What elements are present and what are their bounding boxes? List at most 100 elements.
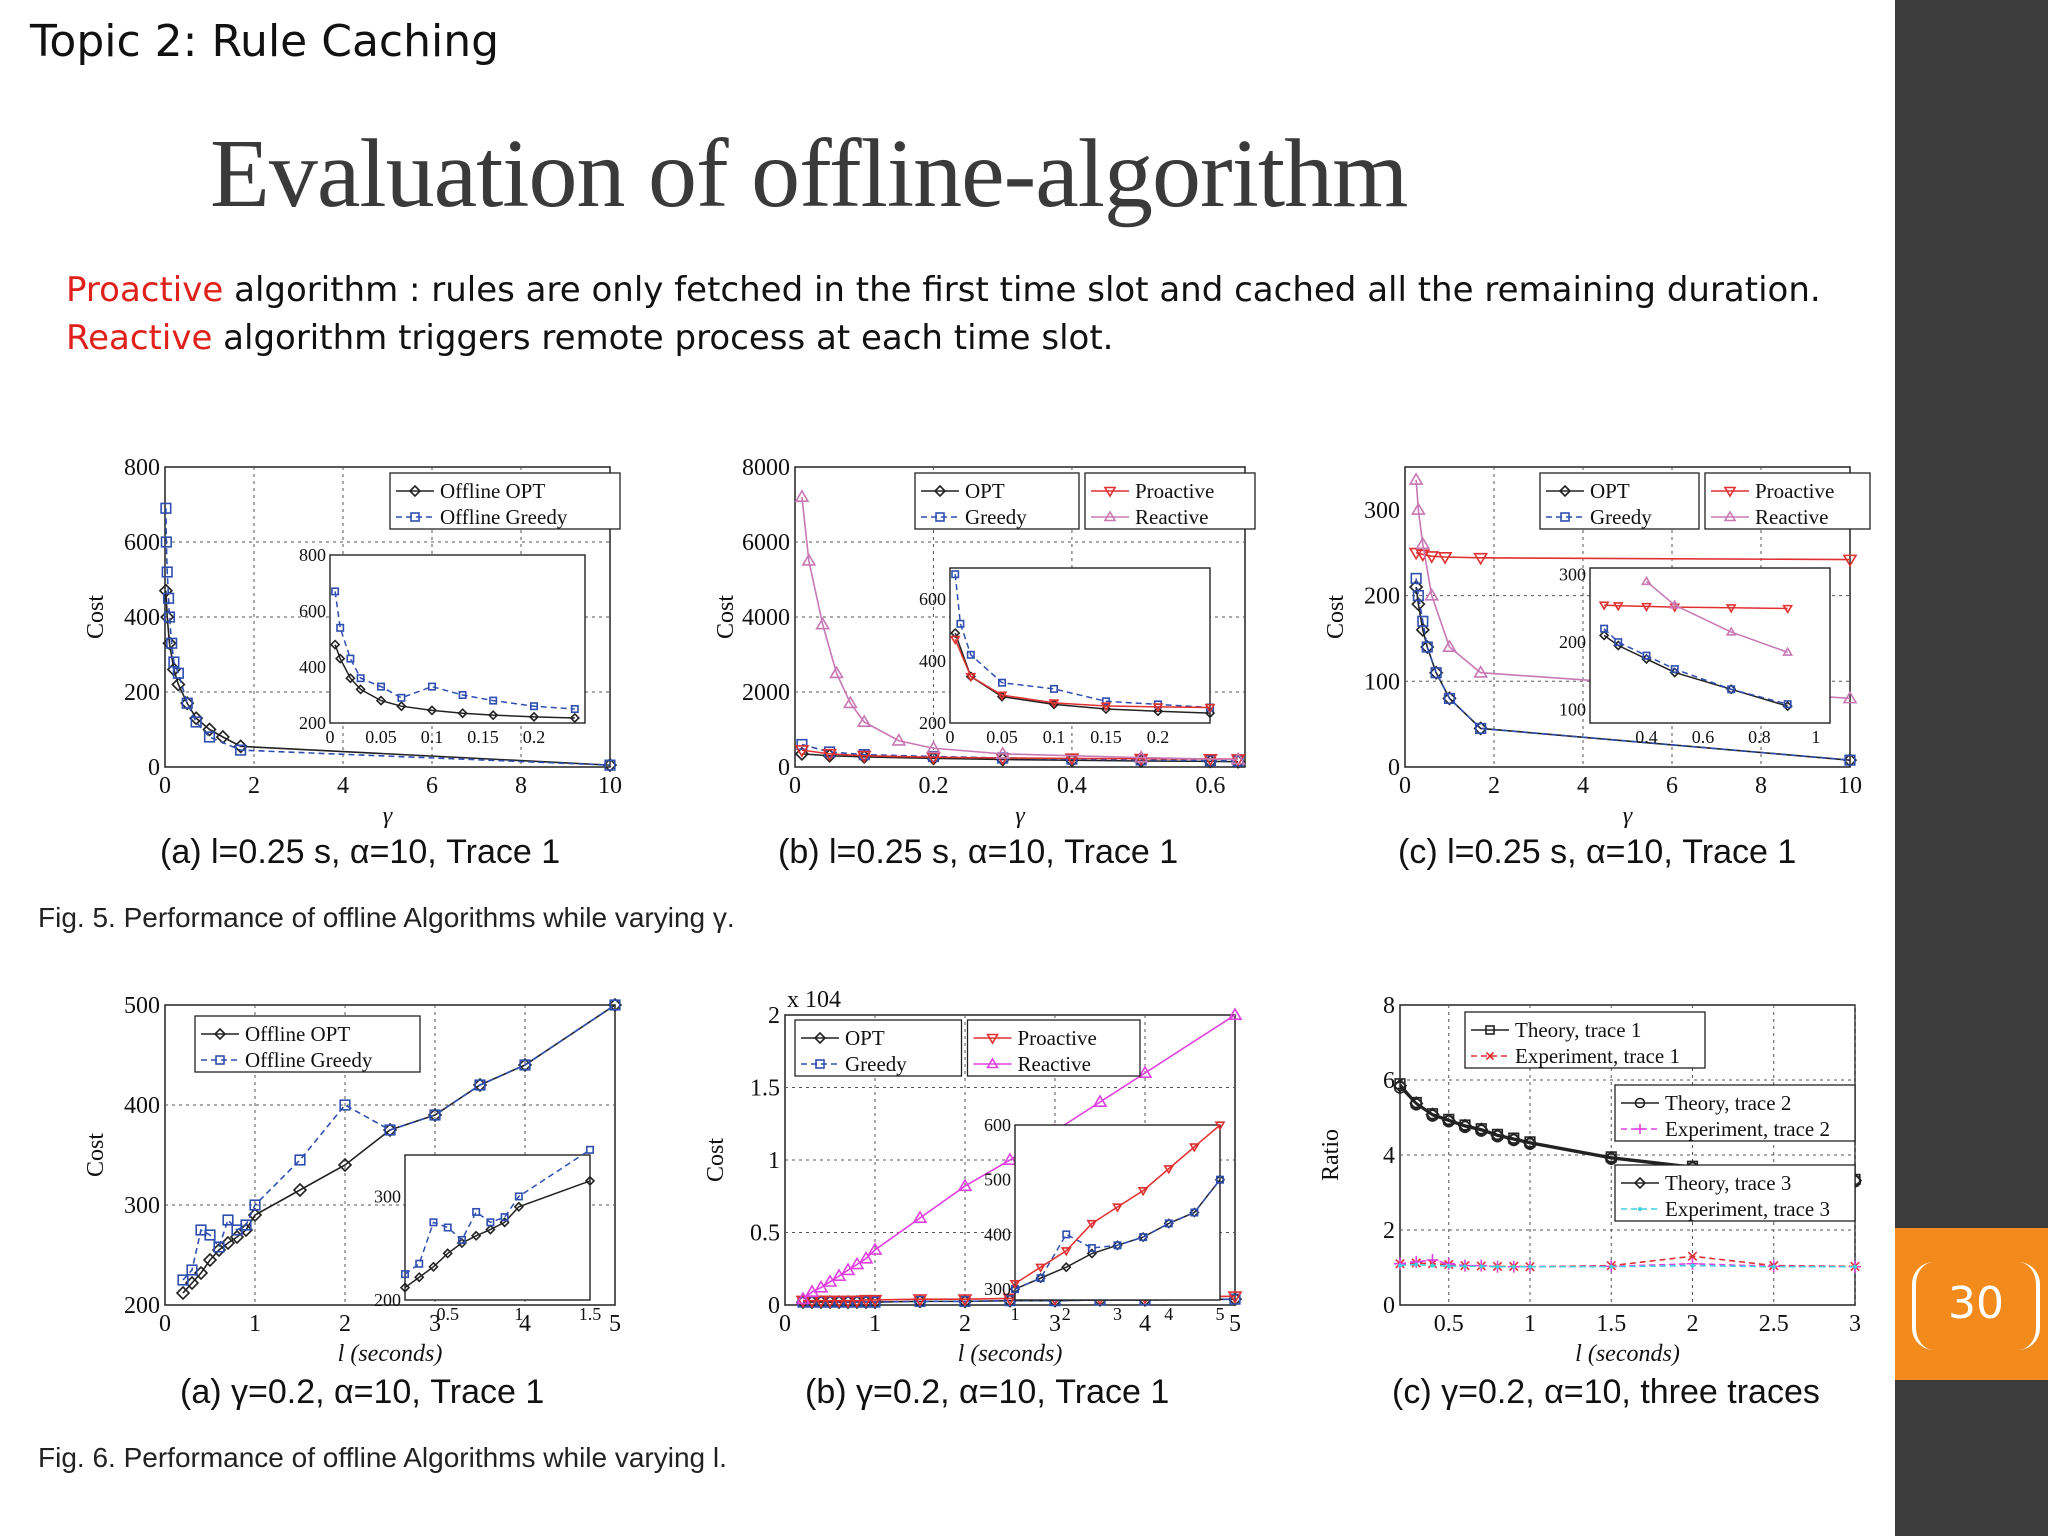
chart-subtitle: (b) l=0.25 s, α=10, Trace 1 bbox=[778, 833, 1178, 871]
data-point bbox=[1417, 615, 1429, 627]
data-point bbox=[891, 733, 907, 746]
inset-data-point bbox=[1670, 665, 1679, 674]
y-tick-label: 0 bbox=[1383, 1293, 1395, 1319]
inset-data-point bbox=[1049, 684, 1058, 693]
y-tick-label: 100 bbox=[1364, 669, 1400, 695]
inset-data-point bbox=[1641, 602, 1652, 612]
data-point bbox=[831, 1295, 847, 1309]
data-point bbox=[822, 748, 838, 762]
inset-data-point bbox=[336, 623, 345, 632]
inset-x-tick: 0 bbox=[326, 727, 335, 747]
x-tick-label: 2 bbox=[959, 1311, 971, 1337]
legend-box bbox=[1614, 1164, 1856, 1222]
legend-marker bbox=[1485, 1051, 1495, 1061]
y-tick-label: 8 bbox=[1383, 993, 1395, 1019]
legend-label: Greedy bbox=[965, 505, 1027, 529]
inset-data-point bbox=[1215, 1175, 1224, 1184]
legend-box bbox=[194, 1015, 421, 1073]
inset-data-point bbox=[1725, 604, 1737, 614]
y-axis-label: Cost bbox=[1323, 595, 1349, 639]
inset-data-point bbox=[355, 684, 366, 695]
inset-data-point bbox=[396, 701, 407, 712]
y-axis-label: Cost bbox=[713, 595, 739, 639]
data-point bbox=[1442, 639, 1457, 652]
inset-data-point bbox=[1783, 700, 1792, 709]
inset-data-point bbox=[1112, 1203, 1123, 1213]
inset-x-tick: 0.4 bbox=[1635, 727, 1658, 747]
inset-series-line bbox=[1603, 628, 1788, 705]
data-point bbox=[203, 731, 216, 743]
legend-marker bbox=[215, 1055, 225, 1065]
y-tick-label: 0 bbox=[1388, 755, 1400, 781]
inset-data-point bbox=[1061, 1262, 1072, 1273]
data-point bbox=[1393, 1081, 1407, 1094]
legend-label: Theory, trace 2 bbox=[1665, 1091, 1791, 1115]
data-point bbox=[1392, 1078, 1408, 1093]
inset-data-point bbox=[514, 1192, 523, 1201]
inset-data-point bbox=[429, 1218, 438, 1227]
legend-box bbox=[1084, 472, 1256, 530]
slide-title: Evaluation of offline-algorithm bbox=[210, 120, 1408, 228]
legend-label: Reactive bbox=[1135, 505, 1208, 529]
data-point bbox=[813, 1295, 829, 1309]
inset-y-tick: 600 bbox=[299, 601, 326, 621]
legend-marker bbox=[813, 1031, 827, 1045]
data-point bbox=[1415, 549, 1431, 563]
chart-subtitle: (c) γ=0.2, α=10, three traces bbox=[1392, 1373, 1820, 1411]
data-point bbox=[240, 1219, 252, 1231]
data-point bbox=[1457, 1118, 1473, 1133]
data-point bbox=[1424, 587, 1440, 601]
inset-frame bbox=[329, 554, 586, 724]
y-tick-label: 0 bbox=[768, 1293, 780, 1319]
inset-data-point bbox=[1139, 1233, 1148, 1242]
data-point bbox=[1690, 1263, 1695, 1268]
x-axis-label: γ bbox=[1015, 803, 1025, 829]
series-proactive bbox=[1408, 547, 1858, 568]
data-point bbox=[1410, 572, 1422, 585]
inset-x-tick: 5 bbox=[1216, 1304, 1225, 1324]
inset-series-line bbox=[1645, 580, 1788, 653]
legend-label: OPT bbox=[845, 1026, 885, 1050]
legend-label: Theory, trace 3 bbox=[1665, 1171, 1791, 1195]
x-tick-label: 6 bbox=[1666, 773, 1678, 799]
legend-box bbox=[794, 1019, 963, 1077]
inset-data-point bbox=[1214, 1121, 1226, 1131]
y-tick-label: 2 bbox=[1383, 1218, 1395, 1244]
x-tick-label: 10 bbox=[598, 773, 622, 799]
y-tick-label: 200 bbox=[124, 1293, 160, 1319]
inset-x-tick: 0.15 bbox=[467, 727, 499, 747]
data-point bbox=[604, 759, 616, 771]
data-point bbox=[1202, 753, 1218, 767]
data-point bbox=[1842, 690, 1858, 704]
inset-data-point bbox=[569, 712, 580, 724]
series-line bbox=[801, 496, 1239, 761]
data-point bbox=[1511, 1264, 1516, 1269]
x-tick-label: 2 bbox=[339, 1311, 351, 1337]
data-point bbox=[474, 1079, 486, 1091]
data-point bbox=[822, 1295, 838, 1309]
data-point bbox=[867, 1294, 883, 1308]
x-tick-label: 0.4 bbox=[1057, 773, 1087, 799]
inset-data-point bbox=[1190, 1208, 1199, 1217]
inset-x-tick: 4 bbox=[1164, 1304, 1173, 1324]
legend-marker bbox=[1558, 484, 1572, 498]
inset-data-point bbox=[949, 635, 961, 645]
y-tick-label: 2 bbox=[768, 1003, 780, 1029]
inset-series-line bbox=[954, 574, 1211, 709]
inset-series-line bbox=[1014, 1179, 1221, 1290]
chart-subtitle: (c) l=0.25 s, α=10, Trace 1 bbox=[1398, 833, 1796, 871]
inset-data-point bbox=[426, 705, 438, 716]
y-axis-label: Cost bbox=[83, 1133, 109, 1177]
legend-label: Offline Greedy bbox=[245, 1048, 373, 1072]
legend-box bbox=[1464, 1011, 1706, 1069]
data-point bbox=[168, 656, 180, 668]
inset-series-line bbox=[954, 639, 1211, 709]
data-point bbox=[519, 1059, 531, 1071]
inset-x-tick: 0.2 bbox=[523, 727, 546, 747]
inset-y-tick: 200 bbox=[299, 713, 326, 733]
data-point bbox=[1687, 1251, 1698, 1262]
data-point bbox=[801, 553, 817, 566]
data-point bbox=[1408, 579, 1424, 595]
data-point bbox=[794, 745, 810, 758]
